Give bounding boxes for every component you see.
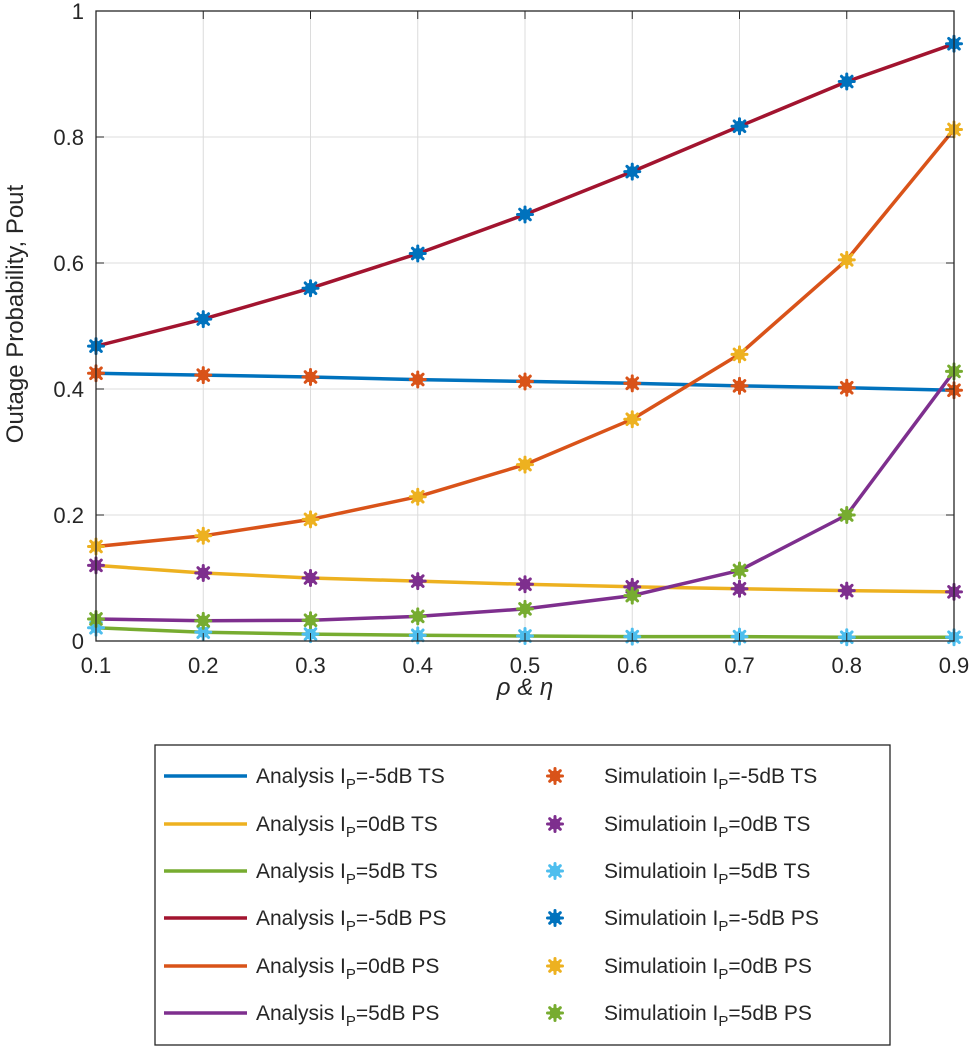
sim-point-5 bbox=[837, 250, 856, 269]
legend-entry-simulation-6: Simulatioin IP=5dB PS bbox=[604, 1002, 812, 1030]
y-tick-label: 0.6 bbox=[53, 251, 84, 276]
x-tick-label: 0.2 bbox=[188, 653, 219, 678]
x-tick-label: 0.1 bbox=[81, 653, 112, 678]
x-tick-label: 0.3 bbox=[295, 653, 326, 678]
x-tick-label: 0.6 bbox=[617, 653, 648, 678]
sim-point-2 bbox=[301, 569, 320, 587]
sim-point-5 bbox=[730, 345, 749, 364]
sim-point-5 bbox=[623, 410, 642, 429]
sim-point-2 bbox=[194, 563, 213, 582]
x-tick-label: 0.7 bbox=[724, 653, 755, 678]
sim-point-6 bbox=[194, 611, 213, 630]
sim-point-6 bbox=[408, 607, 427, 626]
sim-point-2 bbox=[516, 575, 534, 594]
y-tick-label: 0.2 bbox=[53, 503, 84, 528]
legend-entry-simulation-4: Simulatioin IP=-5dB PS bbox=[604, 907, 819, 935]
legend-marker bbox=[546, 767, 564, 785]
y-axis-label: Outage Probability, Pout bbox=[2, 184, 29, 443]
x-axis-label: ρ & η bbox=[496, 674, 553, 701]
legend-marker bbox=[546, 957, 564, 975]
legend-entry-analysis-6: Analysis IP=5dB PS bbox=[256, 1002, 439, 1030]
sim-point-1 bbox=[301, 368, 320, 387]
sim-point-5 bbox=[194, 526, 213, 545]
x-tick-label: 0.4 bbox=[402, 653, 433, 678]
legend-entry-analysis-3: Analysis IP=5dB TS bbox=[256, 860, 438, 888]
legend-marker bbox=[546, 1004, 564, 1022]
x-tick-label: 0.9 bbox=[939, 653, 970, 678]
sim-point-6 bbox=[730, 561, 749, 580]
grid bbox=[95, 10, 955, 642]
sim-point-2 bbox=[837, 581, 856, 600]
y-tick-label: 1 bbox=[72, 0, 84, 24]
axis-ticks: 0.1 0.2 0.3 0.4 0.5 0.6 0.7 0.8 0.9 0 0.2 0.4 0.6 0.8… bbox=[53, 0, 969, 678]
legend-entry-analysis-1: Analysis IP=-5dB TS bbox=[256, 765, 445, 793]
sim-point-6 bbox=[516, 599, 534, 618]
sim-point-6 bbox=[623, 586, 642, 605]
sim-point-5 bbox=[516, 455, 534, 474]
sim-point-1 bbox=[837, 378, 856, 397]
y-tick-label: 0 bbox=[72, 629, 84, 654]
sim-point-2 bbox=[408, 572, 427, 591]
sim-point-1 bbox=[516, 372, 534, 391]
sim-point-4 bbox=[623, 162, 642, 181]
legend: Analysis IP=-5dB TS Analysis IP=0dB TS Ana… bbox=[154, 744, 891, 1046]
sim-point-4 bbox=[516, 205, 534, 224]
sim-point-4 bbox=[301, 279, 320, 298]
legend-entry-analysis-2: Analysis IP=0dB TS bbox=[256, 813, 438, 841]
sim-point-4 bbox=[837, 72, 856, 91]
sim-point-1 bbox=[408, 370, 427, 389]
legend-entry-simulation-1: Simulatioin IP=-5dB TS bbox=[604, 765, 817, 793]
legend-marker bbox=[546, 909, 564, 927]
sim-point-5 bbox=[408, 487, 427, 506]
x-tick-label: 0.8 bbox=[831, 653, 862, 678]
sim-point-1 bbox=[623, 374, 642, 393]
legend-entry-analysis-5: Analysis IP=0dB PS bbox=[256, 955, 439, 983]
sim-point-6 bbox=[837, 506, 856, 524]
sim-point-1 bbox=[194, 366, 213, 385]
sim-point-4 bbox=[194, 310, 213, 329]
legend-entry-simulation-3: Simulatioin IP=5dB TS bbox=[604, 860, 810, 888]
legend-marker bbox=[546, 815, 564, 833]
y-tick-label: 0.4 bbox=[53, 377, 84, 402]
y-tick-label: 0.8 bbox=[53, 125, 84, 150]
legend-box bbox=[154, 744, 891, 1046]
sim-point-4 bbox=[408, 244, 427, 263]
sim-point-5 bbox=[301, 510, 320, 529]
legend-entry-simulation-5: Simulatioin IP=0dB PS bbox=[604, 955, 812, 983]
sim-point-1 bbox=[730, 376, 749, 395]
sim-point-6 bbox=[301, 611, 320, 630]
legend-entry-simulation-2: Simulatioin IP=0dB TS bbox=[604, 813, 810, 841]
sim-point-4 bbox=[730, 117, 749, 136]
legend-marker bbox=[546, 862, 564, 880]
sim-point-2 bbox=[730, 579, 749, 598]
legend-entry-analysis-4: Analysis IP=-5dB PS bbox=[256, 907, 446, 935]
x-tick-label: 0.5 bbox=[510, 653, 541, 678]
